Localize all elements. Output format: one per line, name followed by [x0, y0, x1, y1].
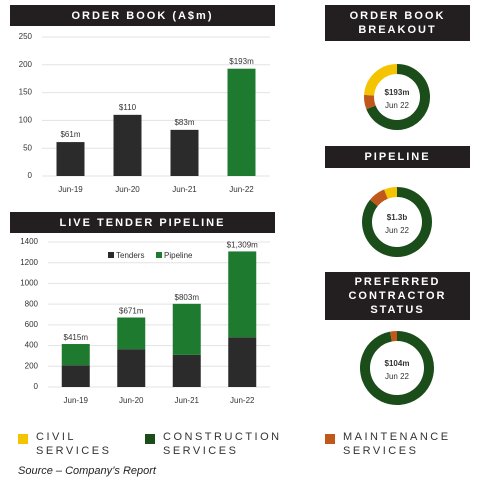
legend-item: CIVIL SERVICES — [18, 430, 111, 458]
y-tick-label: 250 — [19, 32, 33, 41]
y-tick-label: 0 — [28, 171, 33, 180]
bar — [56, 142, 85, 176]
donut-value: $193m — [385, 88, 410, 97]
x-tick-label: Jun-20 — [115, 185, 140, 194]
header-line: CONTRACTOR — [348, 290, 447, 302]
value-label: $110 — [119, 103, 137, 112]
donut-segment — [364, 94, 376, 110]
bar-segment — [61, 365, 90, 387]
legend-label: Tenders — [116, 251, 144, 260]
total-label: $671m — [119, 307, 144, 316]
donut-segment — [364, 64, 398, 96]
chart-header: LIVE TENDER PIPELINE — [10, 212, 275, 233]
donut-date: Jun 22 — [385, 372, 410, 381]
y-tick-label: 200 — [19, 60, 33, 69]
donut-date: Jun 22 — [385, 101, 410, 110]
header-line: PREFERRED — [354, 276, 441, 288]
x-tick-label: Jun-19 — [58, 185, 83, 194]
donut-segment — [362, 187, 432, 257]
y-tick-label: 400 — [25, 341, 39, 350]
y-tick-label: 50 — [23, 143, 32, 152]
chart-header: PIPELINE — [325, 146, 470, 168]
donut-value: $104m — [385, 359, 410, 368]
x-tick-label: Jun-22 — [230, 396, 255, 405]
legend-item: CONSTRUCTION SERVICES — [145, 430, 282, 458]
total-label: $803m — [175, 293, 200, 302]
x-tick-label: Jun-19 — [64, 396, 89, 405]
bar-segment — [172, 354, 201, 387]
bar-segment — [228, 337, 257, 387]
legend-swatch — [325, 434, 335, 444]
bar-segment — [117, 349, 146, 387]
header-line: PIPELINE — [364, 151, 431, 163]
legend-swatch — [145, 434, 155, 444]
x-tick-label: Jun-20 — [119, 396, 144, 405]
legend-label: CIVIL SERVICES — [36, 431, 112, 457]
total-label: $1,309m — [227, 241, 258, 250]
y-tick-label: 800 — [25, 299, 39, 308]
value-label: $83m — [174, 118, 194, 127]
bar — [227, 68, 256, 176]
x-tick-label: Jun-21 — [172, 185, 197, 194]
y-tick-label: 150 — [19, 88, 33, 97]
source: Source – Company’s Report — [18, 465, 156, 477]
bar — [113, 114, 142, 176]
bar-segment — [117, 317, 146, 350]
value-label: $193m — [229, 57, 254, 66]
x-tick-label: Jun-22 — [229, 185, 254, 194]
donut-value: $1.3b — [387, 213, 408, 222]
donut-date: Jun 22 — [385, 226, 410, 235]
donut-segment — [384, 187, 398, 199]
y-tick-label: 1400 — [20, 237, 38, 246]
y-tick-label: 1000 — [20, 279, 38, 288]
donut-segment — [390, 331, 398, 342]
y-tick-label: 1200 — [20, 258, 38, 267]
legend-label: CONSTRUCTION SERVICES — [163, 431, 282, 457]
value-label: $61m — [60, 130, 80, 139]
bar-segment — [61, 344, 90, 366]
header-line: STATUS — [370, 304, 425, 316]
legend-swatch — [18, 434, 28, 444]
bar-segment — [228, 251, 257, 338]
header-line: ORDER BOOK — [349, 10, 446, 22]
donut-segment — [366, 64, 430, 130]
legend-swatch — [156, 252, 162, 258]
y-tick-label: 100 — [19, 116, 33, 125]
legend-swatch — [108, 252, 114, 258]
bar-segment — [172, 303, 201, 355]
header-line: ORDER BOOK (A$m) — [71, 9, 214, 22]
header-line: BREAKOUT — [358, 24, 437, 36]
chart-header: PREFERRED CONTRACTOR STATUS — [325, 272, 470, 320]
chart-header: ORDER BOOK BREAKOUT — [325, 5, 470, 41]
donut-segment — [370, 189, 389, 207]
legend-item: MAINTENANCE SERVICES — [325, 430, 451, 458]
y-tick-label: 600 — [25, 320, 39, 329]
chart-header: ORDER BOOK (A$m) — [10, 5, 275, 26]
header-line: LIVE TENDER PIPELINE — [59, 216, 226, 229]
total-label: $415m — [64, 333, 89, 342]
x-tick-label: Jun-21 — [175, 396, 200, 405]
y-tick-label: 200 — [25, 361, 39, 370]
donut-segment — [360, 331, 434, 405]
legend-label: Pipeline — [164, 251, 193, 260]
bar — [170, 129, 199, 176]
legend-label: MAINTENANCE SERVICES — [343, 431, 451, 457]
y-tick-label: 0 — [34, 382, 39, 391]
